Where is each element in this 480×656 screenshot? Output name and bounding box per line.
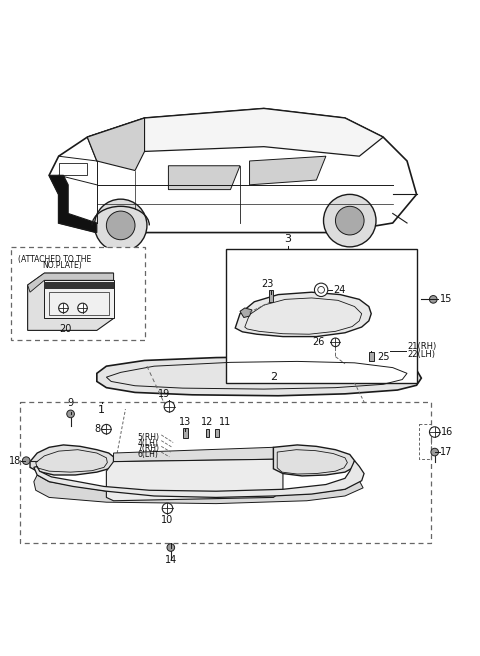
Polygon shape <box>28 273 114 331</box>
Bar <box>21 402 431 543</box>
Text: (ATTACHED TO THE: (ATTACHED TO THE <box>18 255 91 264</box>
Circle shape <box>162 503 173 514</box>
Text: 10: 10 <box>161 515 174 525</box>
Text: NO.PLATE): NO.PLATE) <box>42 261 82 270</box>
Circle shape <box>431 448 439 456</box>
Polygon shape <box>87 118 144 171</box>
Circle shape <box>102 424 111 434</box>
Bar <box>269 289 274 302</box>
Polygon shape <box>168 166 240 190</box>
Bar <box>369 352 373 361</box>
Text: 23: 23 <box>261 279 274 289</box>
Text: 22(LH): 22(LH) <box>407 350 435 359</box>
Circle shape <box>430 296 437 303</box>
Polygon shape <box>49 108 417 233</box>
Text: 4(LH): 4(LH) <box>137 439 158 447</box>
Polygon shape <box>34 461 364 497</box>
Text: 14: 14 <box>165 555 177 565</box>
Text: 16: 16 <box>442 427 454 437</box>
Circle shape <box>331 338 340 346</box>
Bar <box>419 424 431 459</box>
Bar <box>49 292 109 315</box>
Circle shape <box>67 410 74 418</box>
Polygon shape <box>114 447 274 462</box>
Polygon shape <box>44 281 114 289</box>
Text: 18: 18 <box>9 456 22 466</box>
Polygon shape <box>97 357 421 396</box>
Text: 15: 15 <box>440 295 452 304</box>
Bar <box>11 247 144 340</box>
Circle shape <box>78 303 87 313</box>
Circle shape <box>95 199 147 252</box>
Polygon shape <box>28 273 114 292</box>
Circle shape <box>107 211 135 239</box>
Text: 12: 12 <box>202 417 214 427</box>
Text: 13: 13 <box>179 417 191 427</box>
Polygon shape <box>107 459 283 501</box>
Text: 26: 26 <box>312 337 325 347</box>
Text: 7(RH): 7(RH) <box>137 445 159 453</box>
Text: 9: 9 <box>68 398 73 408</box>
Circle shape <box>336 206 364 235</box>
Circle shape <box>314 283 328 297</box>
Polygon shape <box>250 156 326 185</box>
Polygon shape <box>240 308 252 318</box>
Circle shape <box>59 303 68 313</box>
Polygon shape <box>49 175 97 233</box>
Text: 20: 20 <box>60 324 72 334</box>
Text: 2: 2 <box>270 372 277 382</box>
Bar <box>215 428 219 438</box>
Text: 5(RH): 5(RH) <box>137 433 159 442</box>
Circle shape <box>23 457 30 464</box>
Polygon shape <box>274 445 355 476</box>
Text: 11: 11 <box>218 417 231 427</box>
Circle shape <box>167 544 175 551</box>
Text: 19: 19 <box>157 388 170 399</box>
Bar <box>205 428 209 438</box>
Circle shape <box>324 194 376 247</box>
Text: 8: 8 <box>95 424 101 434</box>
Circle shape <box>164 401 175 412</box>
Bar <box>226 249 417 383</box>
Bar <box>183 428 188 438</box>
Bar <box>59 163 87 175</box>
Text: 6(LH): 6(LH) <box>137 450 158 459</box>
Polygon shape <box>30 445 114 475</box>
Text: 25: 25 <box>377 352 389 361</box>
Text: 17: 17 <box>441 447 453 457</box>
Polygon shape <box>235 292 371 337</box>
Text: 3: 3 <box>284 234 291 245</box>
Text: 24: 24 <box>333 285 346 295</box>
Text: 1: 1 <box>98 405 105 415</box>
Polygon shape <box>34 475 363 504</box>
Polygon shape <box>87 108 383 161</box>
Polygon shape <box>44 280 114 318</box>
Text: 21(RH): 21(RH) <box>407 342 436 352</box>
Circle shape <box>430 427 440 438</box>
